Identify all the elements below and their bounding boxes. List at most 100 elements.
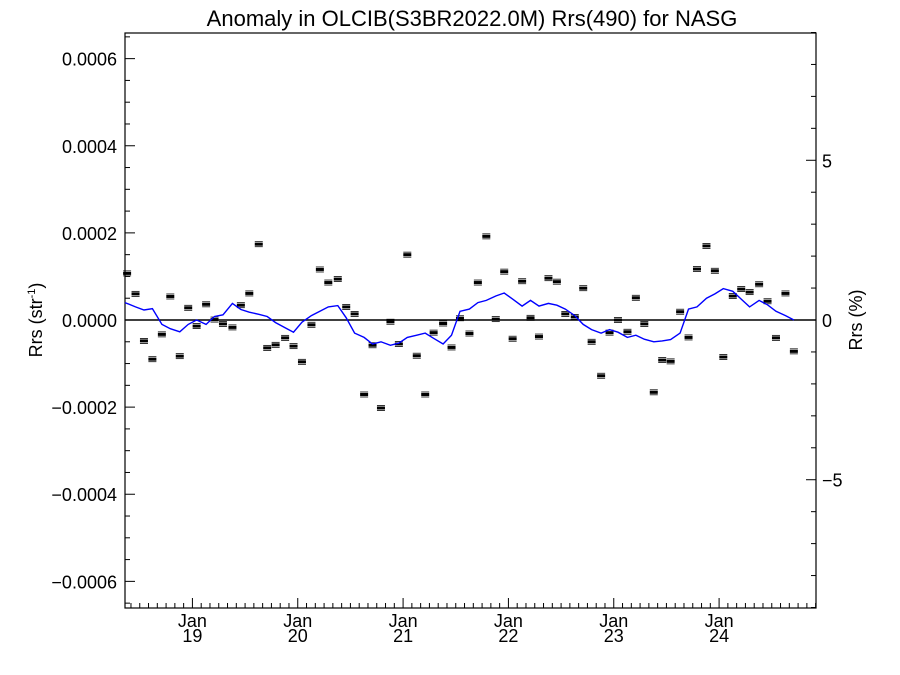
anomaly-point — [666, 358, 675, 365]
anomaly-point — [534, 333, 543, 340]
anomaly-point — [781, 290, 790, 297]
anomaly-point — [692, 266, 701, 272]
anomaly-point — [518, 278, 527, 285]
x-tick-label-month: Jan — [599, 611, 628, 631]
anomaly-point-mark — [166, 294, 175, 298]
anomaly-point — [447, 344, 456, 351]
anomaly-point — [175, 353, 184, 360]
anomaly-point — [271, 341, 280, 348]
anomaly-point — [429, 329, 438, 336]
anomaly-point — [755, 281, 764, 288]
anomaly-point — [139, 338, 148, 344]
anomaly-point — [491, 316, 500, 323]
anomaly-point-mark — [131, 292, 140, 296]
anomaly-point-mark — [360, 392, 369, 396]
anomaly-point-mark — [526, 316, 535, 320]
anomaly-point-mark — [544, 276, 553, 280]
anomaly-point-mark — [245, 291, 254, 295]
anomaly-point-mark — [737, 287, 746, 291]
anomaly-point-mark — [465, 332, 474, 336]
anomaly-point — [218, 321, 227, 327]
anomaly-point — [192, 323, 201, 329]
anomaly-point — [737, 286, 746, 292]
anomaly-point-mark — [508, 337, 517, 341]
anomaly-point-mark — [684, 335, 693, 339]
anomaly-point — [342, 304, 351, 310]
anomaly-point — [254, 241, 263, 248]
anomaly-point-mark — [710, 269, 719, 273]
anomaly-point — [508, 335, 517, 342]
anomaly-point — [412, 352, 421, 359]
anomaly-point — [350, 311, 359, 317]
x-tick-label-month: Jan — [705, 611, 734, 631]
anomaly-point — [710, 267, 719, 274]
x-tick-label-year: 21 — [393, 626, 413, 646]
anomaly-point — [315, 266, 324, 273]
anomaly-point-mark — [439, 321, 448, 325]
anomaly-point — [228, 324, 237, 331]
anomaly-point — [719, 354, 728, 360]
anomaly-point-mark — [631, 296, 640, 300]
anomaly-point-mark — [218, 322, 227, 326]
left-tick-label: −0.0004 — [51, 485, 117, 505]
right-tick-label: −5 — [822, 471, 843, 491]
anomaly-point — [333, 276, 342, 282]
anomaly-point-mark — [702, 244, 711, 248]
anomaly-point — [360, 391, 369, 398]
anomaly-point-mark — [745, 290, 754, 294]
anomaly-point-mark — [148, 357, 157, 361]
anomaly-point — [500, 268, 509, 275]
anomaly-point-mark — [394, 342, 403, 346]
anomaly-point-mark — [719, 355, 728, 359]
x-tick-label-year: 23 — [604, 626, 624, 646]
x-tick-label-month: Jan — [283, 611, 312, 631]
anomaly-point — [324, 279, 333, 286]
anomaly-point-mark — [324, 281, 333, 285]
x-tick-label-month: Jan — [389, 611, 418, 631]
anomaly-point — [789, 348, 798, 355]
anomaly-point-mark — [342, 305, 351, 309]
x-tick-label-month: Jan — [178, 611, 207, 631]
anomaly-point-mark — [315, 267, 324, 271]
anomaly-point-mark — [781, 291, 790, 295]
anomaly-point-mark — [184, 306, 193, 310]
anomaly-point-mark — [281, 336, 290, 340]
anomaly-point-mark — [139, 339, 148, 343]
anomaly-point — [403, 251, 412, 258]
anomaly-point-mark — [755, 282, 764, 286]
right-tick-label: 0 — [822, 311, 832, 331]
anomaly-point-mark — [605, 331, 614, 335]
anomaly-point — [289, 343, 298, 350]
y-axis-label-right: Rrs (%) — [846, 290, 866, 351]
anomaly-point-mark — [613, 318, 622, 322]
anomaly-line — [124, 287, 795, 347]
anomaly-point-mark — [368, 343, 377, 347]
anomaly-point-mark — [271, 343, 280, 347]
anomaly-point — [613, 317, 622, 323]
anomaly-point-mark — [789, 349, 798, 353]
anomaly-point — [702, 243, 711, 249]
y-axis-label-left: Rrs (str-1) — [26, 283, 46, 358]
anomaly-point-mark — [597, 374, 606, 378]
anomaly-point-mark — [202, 302, 211, 306]
anomaly-point-mark — [307, 323, 316, 327]
anomaly-point-mark — [429, 331, 438, 335]
left-tick-label: 0.0004 — [62, 137, 117, 157]
anomaly-point-mark — [640, 322, 649, 326]
anomaly-point — [131, 290, 140, 297]
left-tick-label: −0.0002 — [51, 398, 117, 418]
anomaly-point-mark — [412, 354, 421, 358]
anomaly-point-mark — [518, 279, 527, 283]
anomaly-point — [649, 389, 658, 396]
anomaly-point-mark — [350, 312, 359, 316]
anomaly-point-mark — [579, 286, 588, 290]
anomaly-point — [640, 321, 649, 327]
anomaly-point-mark — [236, 303, 245, 307]
anomaly-point — [386, 318, 395, 325]
x-tick-label-year: 24 — [709, 626, 729, 646]
anomaly-point — [157, 331, 166, 338]
left-tick-label: −0.0006 — [51, 572, 117, 592]
anomaly-point-mark — [210, 318, 219, 322]
data-series — [123, 233, 798, 411]
anomaly-point-mark — [534, 335, 543, 339]
